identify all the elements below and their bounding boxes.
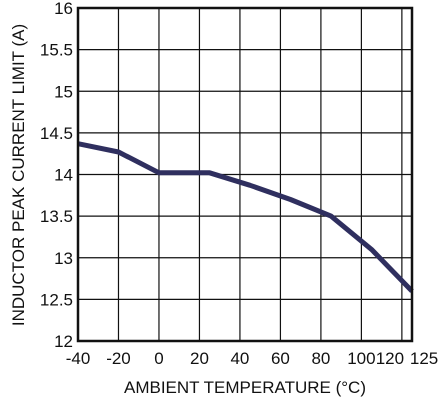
x-axis-label: AMBIENT TEMPERATURE (°C) xyxy=(124,378,366,397)
x-tick-label: 40 xyxy=(230,349,249,368)
y-tick-label: 13 xyxy=(54,249,73,268)
x-tick-label: 60 xyxy=(271,349,290,368)
y-tick-label: 14 xyxy=(54,166,73,185)
x-tick-label: -40 xyxy=(66,349,91,368)
y-tick-label: 16 xyxy=(54,0,73,18)
y-tick-label: 13.5 xyxy=(40,207,73,226)
y-axis-label: INDUCTOR PEAK CURRENT LIMIT (A) xyxy=(9,24,28,326)
x-tick-label: 0 xyxy=(154,349,163,368)
x-tick-label: 20 xyxy=(190,349,209,368)
x-tick-label: -20 xyxy=(106,349,131,368)
x-tick-label: 120 xyxy=(376,349,404,368)
x-tick-label: 125 xyxy=(410,349,438,368)
y-tick-label: 15.5 xyxy=(40,41,73,60)
x-tick-label: 100 xyxy=(347,349,375,368)
y-tick-label: 14.5 xyxy=(40,124,73,143)
y-tick-label: 12.5 xyxy=(40,290,73,309)
grid xyxy=(78,8,412,341)
x-tick-label: 80 xyxy=(311,349,330,368)
y-tick-label: 15 xyxy=(54,82,73,101)
